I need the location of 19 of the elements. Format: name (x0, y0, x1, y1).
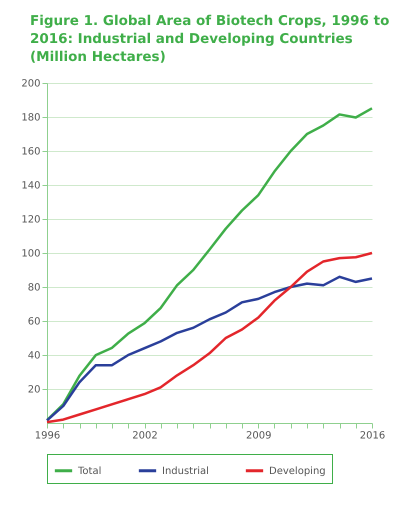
y-tick-label: 160 (21, 146, 40, 158)
y-tick-label: 100 (21, 248, 40, 260)
x-tick-label: 2002 (132, 430, 158, 442)
x-tick-label: 2016 (360, 430, 386, 442)
y-tick-label: 80 (28, 282, 40, 294)
legend-label: Developing (269, 466, 326, 477)
x-tick-label: 1996 (34, 430, 60, 442)
y-tick-label: 40 (28, 350, 40, 362)
y-tick-label: 60 (28, 316, 40, 328)
y-tick-label: 20 (28, 384, 40, 396)
x-tick-label: 2009 (246, 430, 272, 442)
legend-label: Industrial (162, 466, 209, 477)
y-tick-label: 120 (21, 214, 40, 226)
legend-label: Total (77, 466, 102, 477)
y-tick-label: 200 (21, 78, 40, 90)
line-series (46, 107, 374, 422)
y-tick-label: 140 (21, 180, 40, 192)
y-tick-label: 180 (21, 112, 40, 124)
chart-title: Figure 1. Global Area of Biotech Crops, 1996 to 2016: Industrial and Developing Countries (Million Hectares) (30, 12, 390, 66)
